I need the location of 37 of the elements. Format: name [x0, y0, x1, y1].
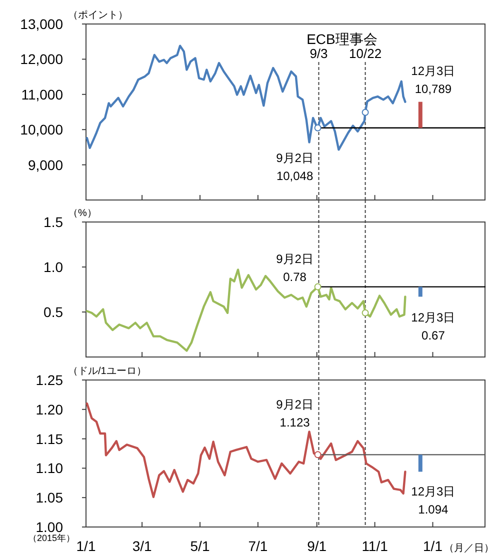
y-tick-label: 1.20 — [36, 401, 64, 418]
x-tick-label: 1/1 — [423, 538, 443, 554]
y-tick-label: 1.0 — [44, 259, 64, 275]
annotation: 12月3日 1.094 — [411, 484, 456, 517]
x-tick-label: 3/1 — [132, 538, 152, 554]
line-series — [86, 268, 406, 352]
y-tick-label: 1.10 — [36, 460, 64, 476]
y-tick-label: 1.15 — [36, 430, 64, 447]
annotation: 9月2日 10,048 — [276, 150, 314, 183]
y-axis-title: （%） — [68, 208, 97, 219]
y-tick-label: 12,000 — [20, 51, 64, 68]
y-axis-title: （ドル/1ユーロ） — [68, 366, 146, 377]
y-tick-label: 1.00 — [36, 519, 64, 535]
annotation: 12月3日 0.67 — [411, 310, 456, 343]
x-tick-label: 7/1 — [248, 538, 268, 554]
annotation: 9月2日 1.123 — [276, 398, 314, 430]
annotation: 9月2日 0.78 — [276, 252, 314, 284]
y-tick-label: 13,000 — [20, 16, 64, 32]
y-tick-label: 1.25 — [36, 372, 64, 388]
x-tick-label: 11/1 — [362, 538, 388, 554]
line-series — [86, 44, 406, 151]
x-tick-label: 5/1 — [190, 538, 210, 554]
text: （2015年） — [28, 533, 76, 543]
x-tick-label: 9/1 — [307, 538, 327, 554]
y-tick-label: 0.5 — [44, 304, 64, 320]
y-tick-label: 9,000 — [28, 156, 64, 173]
ref-line-label: 10/22 — [349, 46, 382, 61]
y-axis-title: （ポイント） — [68, 10, 128, 21]
y-tick-label: 11,000 — [21, 86, 64, 102]
annotation: 12月3日 10,789 — [411, 64, 456, 96]
y-tick-label: 1.5 — [44, 214, 64, 230]
y-tick-label: 1.05 — [36, 490, 64, 506]
x-axis-title: （月／日） — [444, 543, 494, 554]
annotation: ECB理事会 — [306, 31, 378, 47]
y-tick-label: 10,000 — [20, 122, 64, 138]
x-tick-label: 1/1 — [76, 538, 96, 554]
ref-line-label: 9/3 — [310, 46, 328, 61]
